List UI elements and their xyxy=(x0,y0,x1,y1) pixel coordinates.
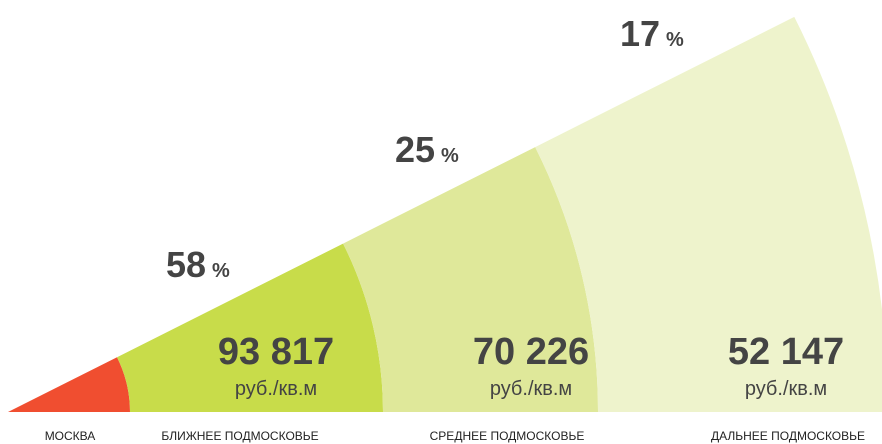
share-value: 17 xyxy=(620,13,660,54)
price-unit: руб./кв.м xyxy=(490,378,572,400)
share-unit: % xyxy=(212,260,230,282)
price-unit: руб./кв.м xyxy=(235,378,317,400)
zone-name: МОСКВА xyxy=(45,429,96,443)
price: 70 226 xyxy=(473,331,589,373)
share: 58% xyxy=(166,244,230,285)
zone-name: ДАЛЬНЕЕ ПОДМОСКОВЬЕ xyxy=(711,429,865,443)
share-value: 25 xyxy=(395,129,435,170)
zone-band xyxy=(117,243,383,412)
share-value: 58 xyxy=(166,244,206,285)
price: 93 817 xyxy=(218,331,334,373)
zone-band xyxy=(535,16,882,412)
zone-band xyxy=(343,147,598,412)
share-unit: % xyxy=(441,145,459,167)
share: 25% xyxy=(395,129,459,170)
share: 17% xyxy=(620,13,684,54)
price-unit: руб./кв.м xyxy=(745,378,827,400)
share-unit: % xyxy=(666,29,684,51)
zone-name: СРЕДНЕЕ ПОДМОСКОВЬЕ xyxy=(430,429,585,443)
zone-band xyxy=(8,357,130,412)
zone-name: БЛИЖНЕЕ ПОДМОСКОВЬЕ xyxy=(161,429,318,443)
bands xyxy=(8,16,882,412)
price: 52 147 xyxy=(728,331,844,373)
